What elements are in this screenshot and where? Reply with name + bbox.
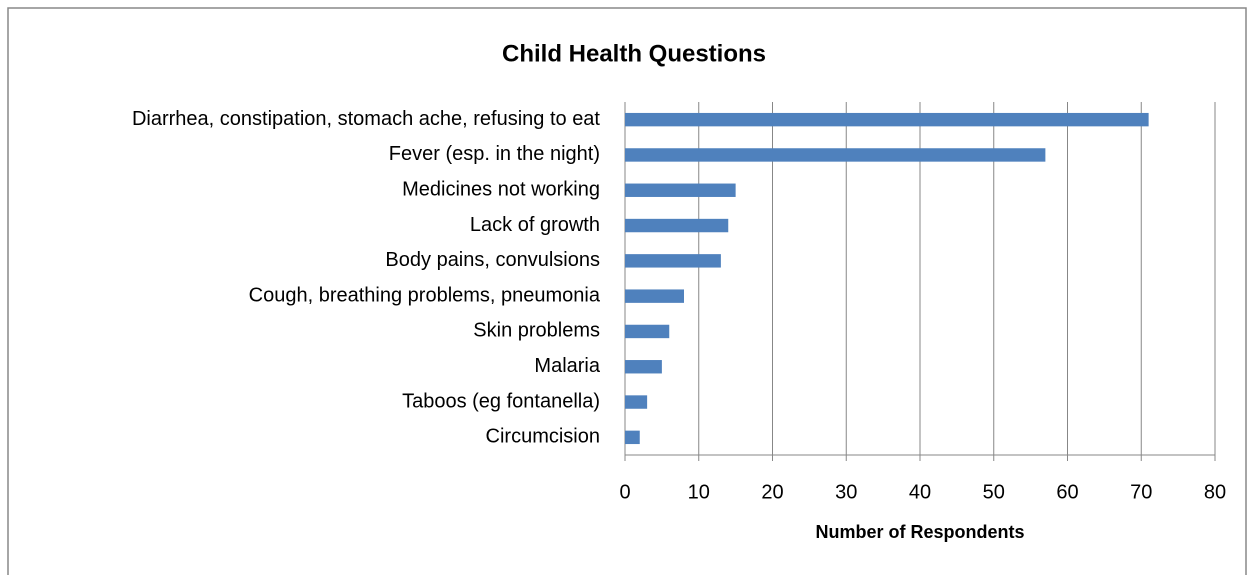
bar — [625, 430, 640, 445]
y-tick-label: Diarrhea, constipation, stomach ache, re… — [132, 108, 600, 130]
y-tick-label: Cough, breathing problems, pneumonia — [249, 284, 601, 306]
y-tick-label: Lack of growth — [470, 214, 600, 236]
bar — [625, 254, 721, 268]
y-tick-label: Circumcision — [486, 426, 600, 448]
y-tick-label: Body pains, convulsions — [385, 249, 600, 271]
y-tick-label: Medicines not working — [402, 179, 600, 201]
bar — [625, 218, 729, 233]
x-tick-label: 50 — [983, 481, 1005, 503]
y-tick-label: Malaria — [534, 355, 600, 377]
bar — [625, 395, 648, 409]
bar — [625, 360, 662, 374]
y-tick-label: Taboos (eg fontanella) — [402, 390, 600, 412]
bar — [625, 289, 684, 303]
y-tick-label: Fever (esp. in the night) — [389, 143, 600, 165]
x-tick-label: 20 — [761, 481, 783, 503]
bar — [625, 148, 1046, 162]
bar — [625, 183, 736, 197]
x-tick-label: 60 — [1056, 481, 1078, 503]
x-axis-title: Number of Respondents — [815, 522, 1024, 542]
chart-title: Child Health Questions — [502, 40, 766, 67]
x-tick-label: 0 — [619, 481, 630, 503]
x-tick-label: 10 — [688, 481, 710, 503]
y-tick-label: Skin problems — [473, 320, 600, 342]
x-tick-label: 80 — [1204, 481, 1226, 503]
x-tick-label: 40 — [909, 481, 931, 503]
bar — [625, 324, 670, 339]
x-tick-label: 70 — [1130, 481, 1152, 503]
bar — [625, 112, 1149, 127]
chart-border — [7, 7, 1247, 575]
x-tick-label: 30 — [835, 481, 857, 503]
